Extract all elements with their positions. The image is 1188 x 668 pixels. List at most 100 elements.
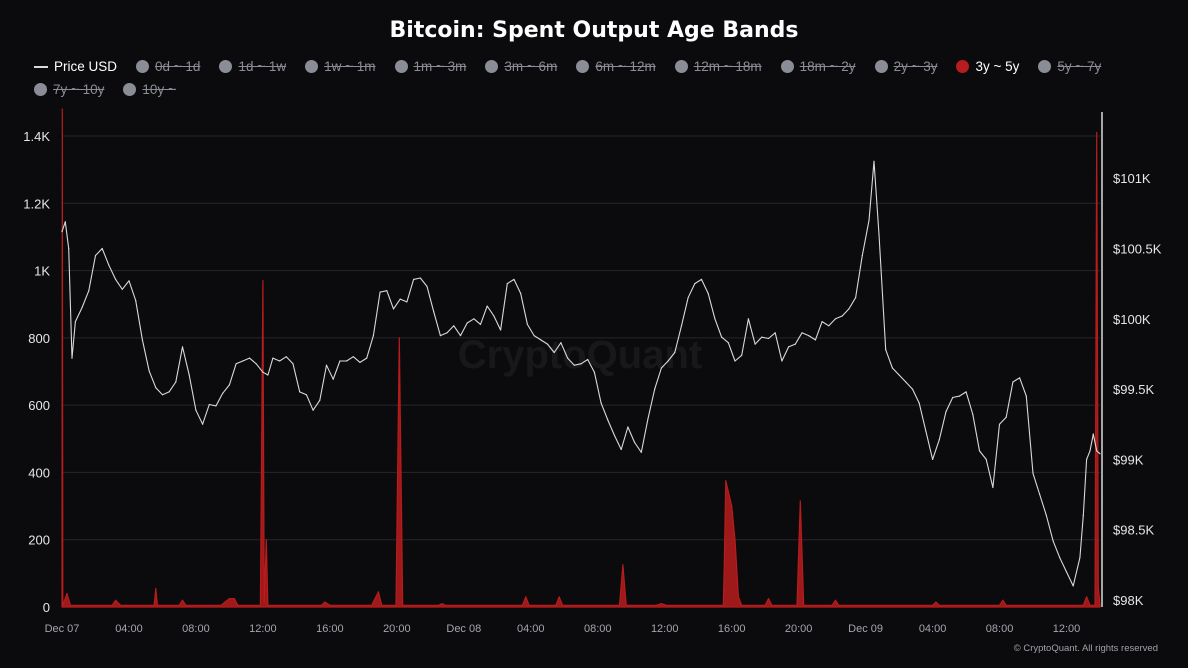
y-left-tick-label: 1.2K: [23, 196, 50, 211]
price-point: [828, 325, 830, 327]
area-point: [734, 539, 736, 541]
legend-item-1d-1w[interactable]: 1d ~ 1w: [219, 57, 286, 76]
x-tick-label: Dec 08: [446, 623, 481, 635]
area-point: [444, 604, 446, 606]
price-point: [453, 325, 455, 327]
area-point: [525, 596, 527, 598]
area-point: [263, 601, 265, 603]
legend-item-6m-12m[interactable]: 6m ~ 12m: [576, 57, 656, 76]
price-point: [873, 160, 875, 162]
x-tick-label: Dec 07: [45, 623, 80, 635]
x-tick-label: 16:00: [718, 623, 746, 635]
price-point: [433, 311, 435, 313]
price-point: [242, 360, 244, 362]
legend-item-7y-10y[interactable]: 7y ~ 10y: [34, 80, 104, 99]
price-point: [560, 342, 562, 344]
legend-dot-icon: [780, 60, 794, 73]
price-point: [319, 399, 321, 401]
area-point: [932, 604, 934, 606]
area-point: [1086, 596, 1088, 598]
legend-dot-icon: [674, 60, 688, 73]
price-point: [439, 335, 441, 337]
price-point: [868, 219, 870, 221]
area-point: [562, 604, 564, 606]
area-point: [764, 604, 766, 606]
price-point: [101, 247, 103, 250]
legend-label: 7y ~ 10y: [53, 82, 105, 97]
price-point: [841, 315, 843, 317]
price-point: [634, 441, 636, 444]
area-point: [61, 108, 63, 110]
legend-item-5y-7y[interactable]: 5y ~ 7y: [1038, 57, 1101, 76]
legend-item-price-usd[interactable]: Price USD: [34, 57, 117, 76]
price-point: [1092, 433, 1094, 435]
legend-label: 18m ~ 2y: [799, 59, 856, 74]
area-point: [660, 603, 663, 605]
x-tick-label: 04:00: [919, 623, 947, 635]
price-point: [721, 336, 723, 338]
legend-item-2y-3y[interactable]: 2y ~ 3y: [874, 57, 937, 76]
legend-item-18m-2y[interactable]: 18m ~ 2y: [780, 57, 856, 76]
y-left-tick-label: 0: [43, 600, 50, 615]
price-point: [155, 387, 157, 389]
area-point: [381, 604, 383, 606]
price-point: [1045, 515, 1047, 517]
price-point: [781, 360, 783, 362]
area-point: [1005, 604, 1007, 606]
price-point: [379, 291, 381, 293]
price-point: [181, 346, 184, 348]
price-point: [734, 360, 736, 362]
chart-legend: Price USD 0d ~ 1d 1d ~ 1w 1w ~ 1m 1m ~ 3m 3m …: [34, 57, 1164, 99]
price-point: [694, 283, 696, 285]
price-point: [406, 301, 408, 303]
price-point: [767, 337, 770, 340]
price-point: [202, 423, 204, 425]
legend-label: 12m ~ 18m: [693, 59, 762, 74]
price-point: [567, 357, 569, 359]
legend-item-0d-1d[interactable]: 0d ~ 1d: [136, 57, 200, 76]
legend-item-3m-6m[interactable]: 3m ~ 6m: [485, 57, 557, 76]
price-point: [788, 346, 790, 348]
price-point: [660, 367, 663, 369]
price-point: [61, 231, 63, 233]
price-point: [1089, 450, 1091, 452]
price-point: [419, 277, 421, 279]
y-right-tick-label: $98K: [1113, 593, 1144, 608]
price-point: [801, 332, 803, 334]
price-point: [292, 363, 294, 365]
price-point: [339, 360, 341, 362]
price-point: [1086, 458, 1088, 460]
area-point: [771, 604, 773, 606]
area-point: [267, 604, 269, 606]
x-axis: Dec 07 04:00 08:00 12:00 16:00 20:00 Dec 08 04:…: [45, 623, 1081, 635]
area-point: [655, 604, 657, 606]
price-point: [359, 361, 361, 363]
x-tick-label: 08:00: [986, 623, 1014, 635]
y-right-tick-label: $99.5K: [1113, 382, 1155, 397]
legend-item-3y-5y[interactable]: 3y ~ 5y: [956, 57, 1019, 76]
area-point: [558, 596, 560, 598]
x-tick-label: 12:00: [249, 623, 277, 635]
price-point: [985, 458, 987, 460]
area-point: [998, 604, 1001, 606]
price-point: [325, 364, 328, 366]
price-point: [978, 450, 981, 452]
price-point: [399, 298, 401, 300]
legend-item-1w-1m[interactable]: 1w ~ 1m: [305, 57, 376, 76]
area-point: [402, 604, 404, 606]
price-point: [945, 411, 947, 413]
y-right-tick-label: $100K: [1113, 312, 1151, 327]
legend-item-1m-3m[interactable]: 1m ~ 3m: [394, 57, 466, 76]
area-point: [834, 599, 837, 601]
price-point: [141, 339, 143, 341]
area-point: [618, 604, 621, 606]
legend-item-10y-[interactable]: 10y ~: [123, 80, 176, 99]
legend-item-12m-18m[interactable]: 12m ~ 18m: [674, 57, 762, 76]
area-point: [767, 598, 770, 600]
price-point: [741, 354, 743, 356]
y-right-tick-label: $101K: [1113, 171, 1151, 186]
series-price-line: [61, 160, 1101, 587]
price-point: [473, 318, 475, 320]
price-point: [81, 306, 83, 309]
